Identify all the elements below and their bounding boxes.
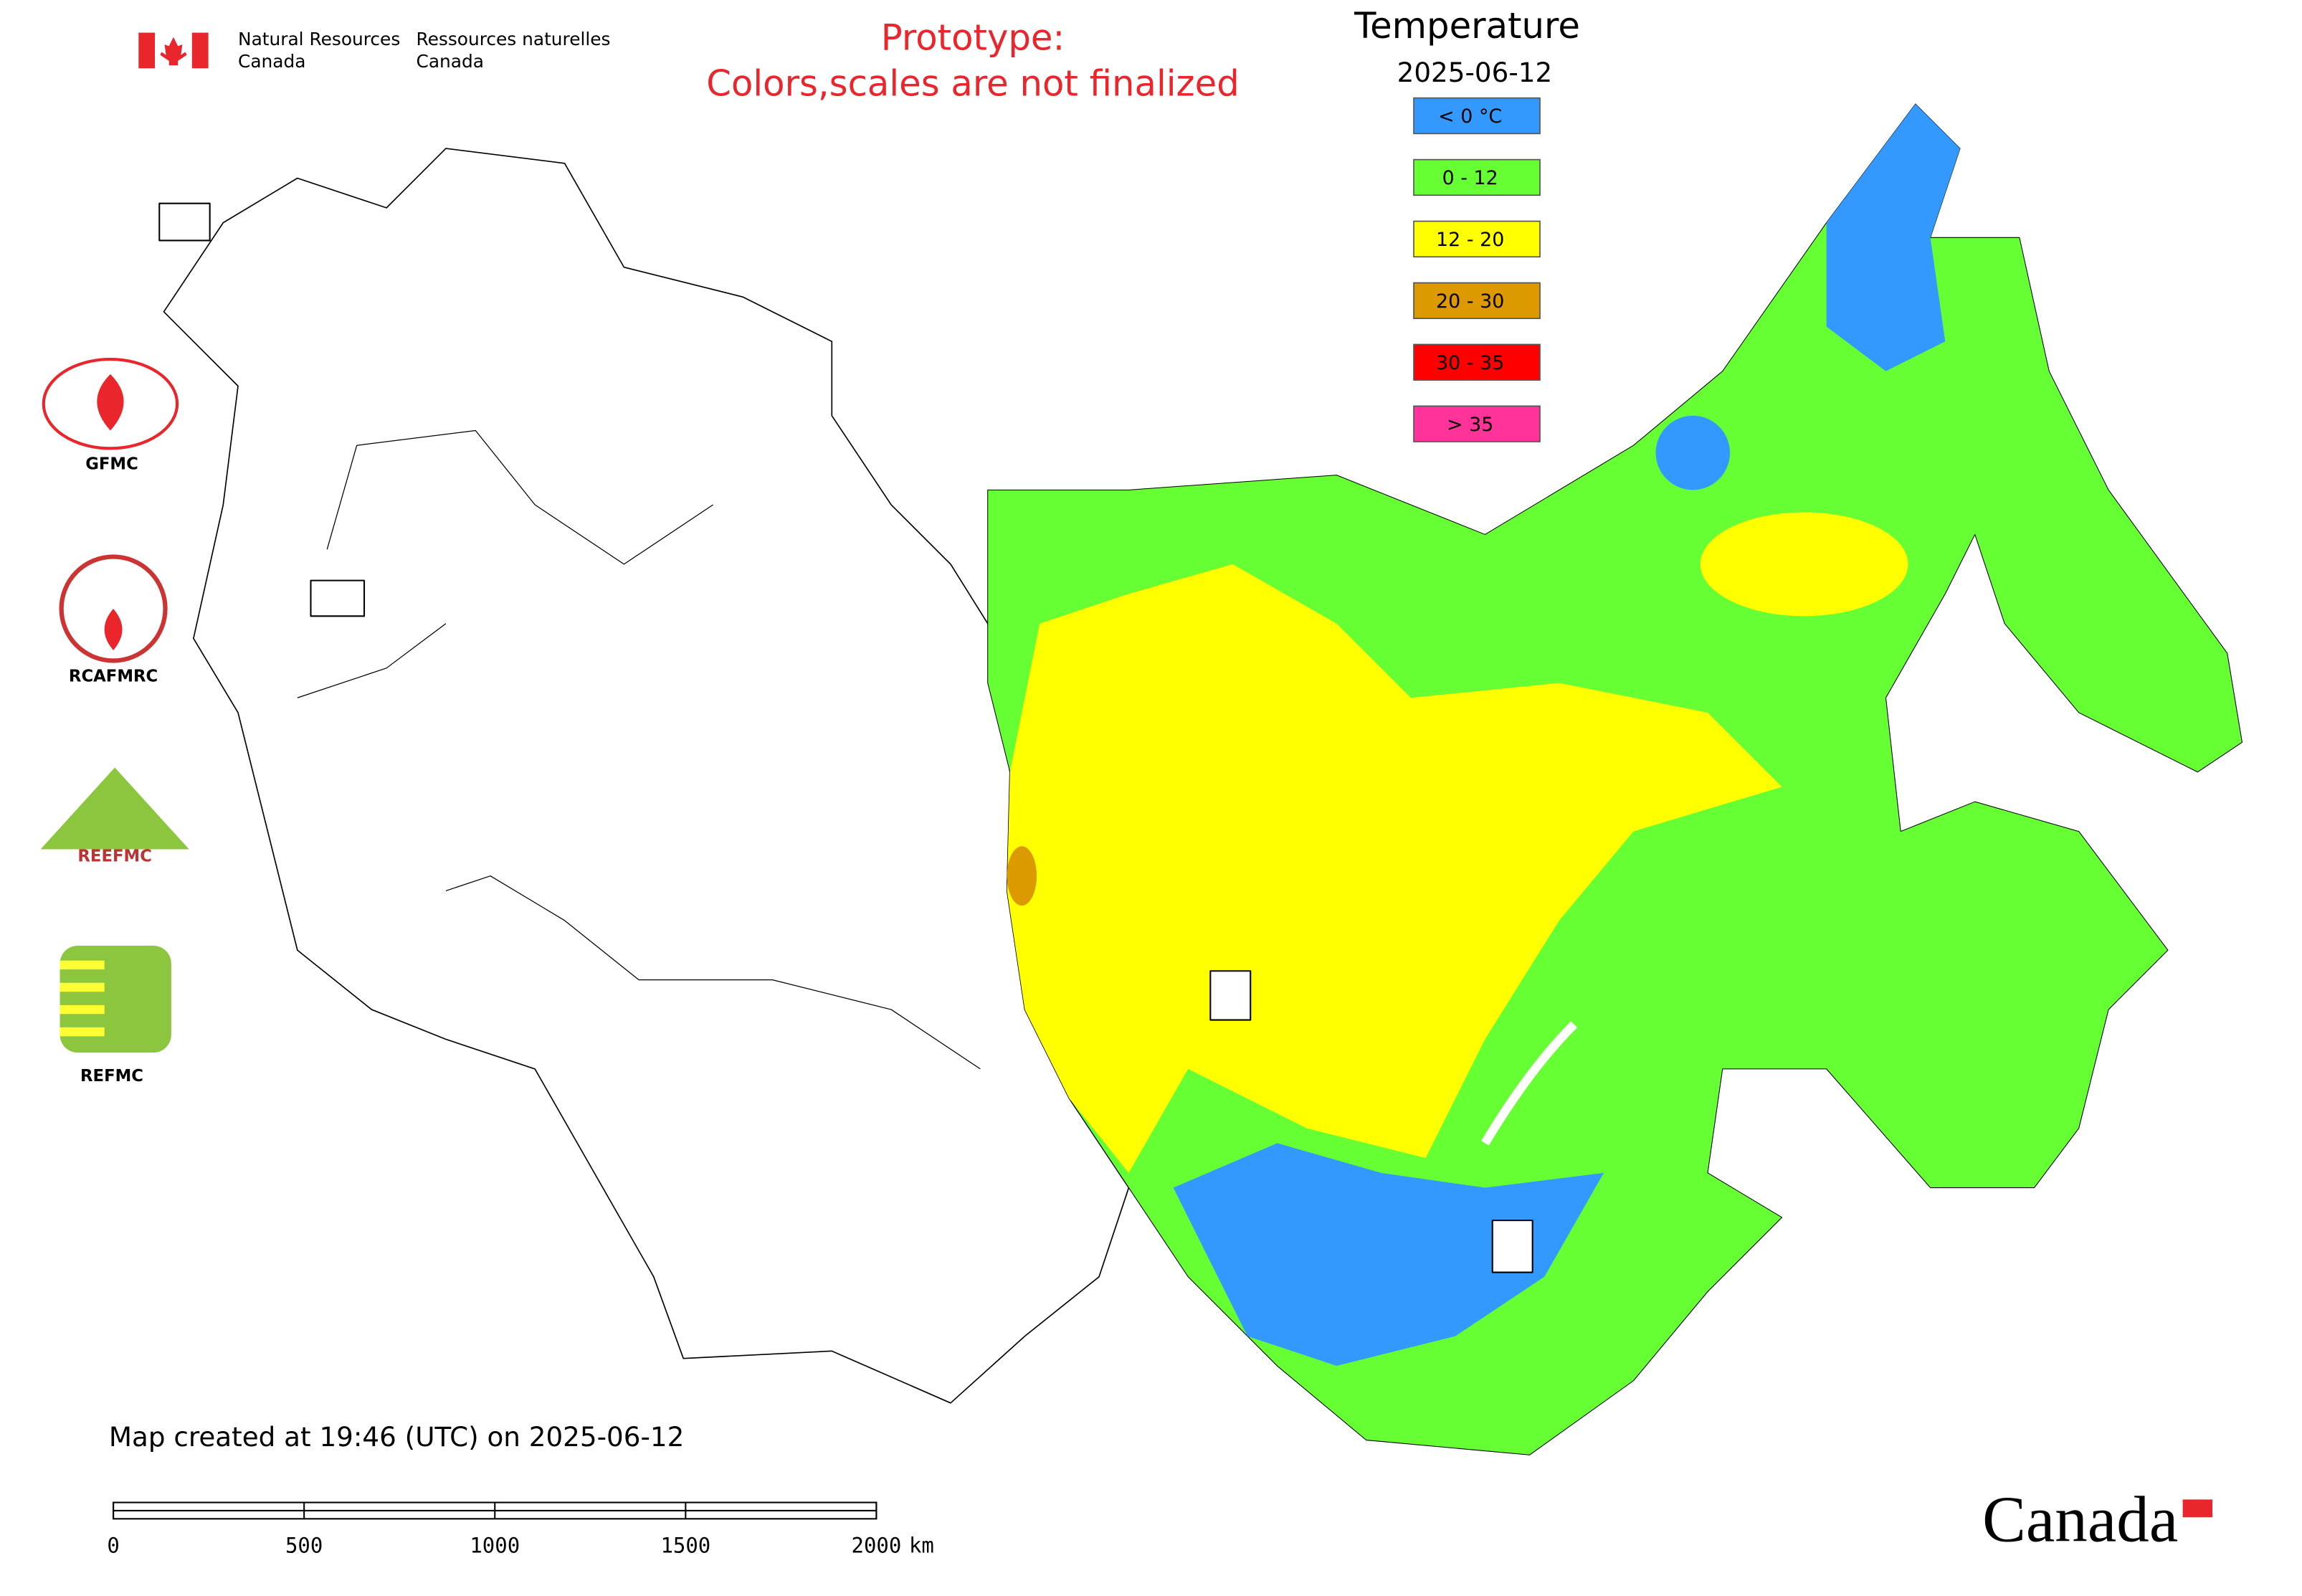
logos: GFMC RCAFMRC REEFMC REFMC (40, 358, 189, 1086)
org-fr: Ressources naturelles (417, 29, 611, 49)
logo-label: REFMC (80, 1067, 143, 1086)
legend-label: 12 - 20 (1436, 229, 1504, 251)
notice: Prototype: (881, 16, 1065, 58)
legend-swatch (1413, 405, 1541, 442)
logo-label: RCAFMRC (69, 668, 158, 686)
org-en: Canada (238, 51, 305, 72)
legend-swatch (1413, 282, 1541, 319)
legend-swatch (1413, 220, 1541, 258)
legend: < 0 °C 0 - 12 12 - 20 20 - 30 30 - 35 > 35 (1413, 97, 1541, 442)
legend-date: 2025-06-12 (1397, 57, 1553, 88)
org-fr: Canada (417, 51, 484, 72)
legend-label: > 35 (1447, 414, 1493, 436)
legend-title: Temperature (1354, 5, 1580, 47)
legend-swatch (1413, 158, 1541, 196)
scale-label: 500 (285, 1534, 323, 1558)
logo-label: GFMC (85, 455, 138, 474)
wordmark: Canada (1982, 1483, 2178, 1556)
canada-flag (138, 32, 209, 69)
legend-label: 20 - 30 (1436, 290, 1504, 313)
legend-label: < 0 °C (1438, 105, 1502, 128)
scale-bar: 0 500 1000 1500 2000 km (107, 1501, 934, 1558)
wordmark-flag (2182, 1499, 2213, 1518)
created-note: Map created at 19:46 (UTC) on 2025-06-12 (109, 1421, 684, 1453)
legend-label: 0 - 12 (1442, 167, 1498, 189)
legend-swatch (1413, 97, 1541, 135)
notice: Colors,scales are not finalized (706, 63, 1239, 105)
map (158, 103, 2242, 1455)
scale-label: 1000 (470, 1534, 520, 1558)
legend-swatch (1413, 343, 1541, 381)
legend-label: 30 - 35 (1436, 352, 1504, 374)
org-en: Natural Resources (238, 29, 400, 49)
scale-unit: km (909, 1534, 934, 1558)
scale-label: 2000 (852, 1534, 902, 1558)
logo-text: REEFMC (77, 847, 152, 865)
scale-label: 1500 (660, 1534, 710, 1558)
scale-label: 0 (107, 1534, 119, 1558)
